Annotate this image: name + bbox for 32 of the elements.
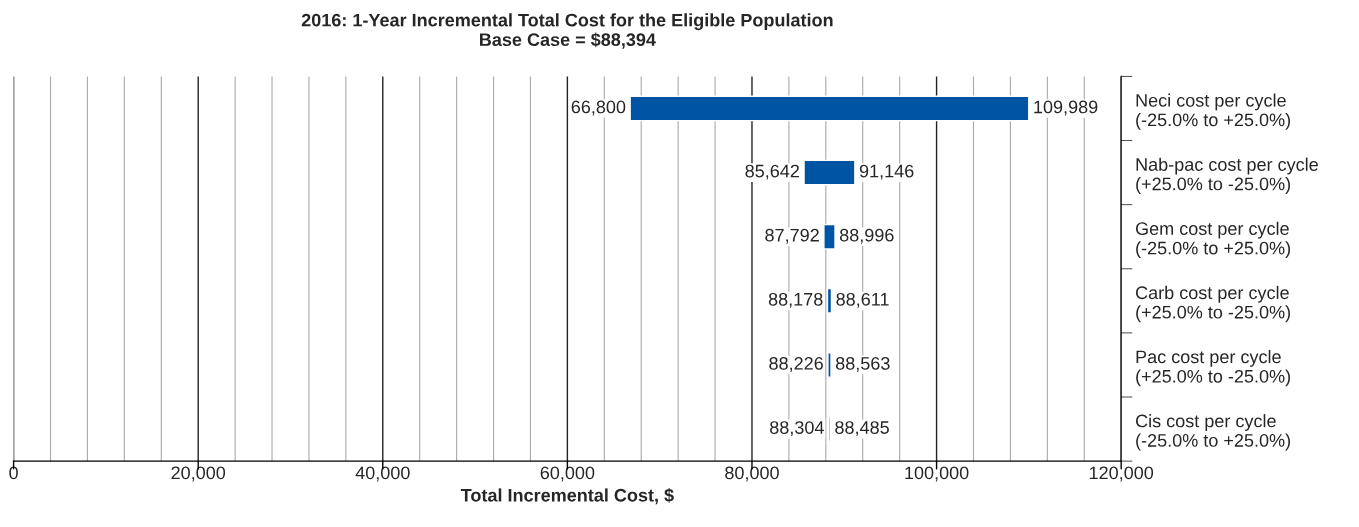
annotation: 88,485 xyxy=(835,421,889,437)
y-tick-label: Gem cost per cycle (-25.0% to +25.0%) xyxy=(1135,221,1291,259)
annotation: 88,304 xyxy=(770,421,824,437)
annotation: 91,146 xyxy=(859,164,914,180)
annotation: 88,563 xyxy=(835,357,890,372)
y-tick-label: Cis cost per cycle (-25.0% to +25.0%) xyxy=(1135,414,1291,451)
bar xyxy=(629,95,1030,122)
annotation: 85,642 xyxy=(745,164,799,180)
x-tick-label: 60,000 xyxy=(540,466,595,482)
x-tick-label: 0 xyxy=(9,466,18,480)
annotation: 88,226 xyxy=(769,357,823,372)
bar xyxy=(827,352,832,378)
x-tick-label: 20,000 xyxy=(171,466,226,482)
annotation: 109,989 xyxy=(1034,100,1098,116)
y-tick-label: Pac cost per cycle (+25.0% to -25.0%) xyxy=(1136,349,1291,387)
x-tick-label: 120,000 xyxy=(1089,466,1154,482)
x-tick-label: 100,000 xyxy=(905,466,969,482)
bar xyxy=(826,287,833,314)
y-tick-label: Carb cost per cycle (+25.0% to -25.0%) xyxy=(1135,285,1291,323)
x-axis-title: Total Incremental Cost, $ xyxy=(460,488,674,505)
annotation: 88,178 xyxy=(768,292,823,308)
annotation: 88,996 xyxy=(839,228,894,244)
x-tick-label: 80,000 xyxy=(725,466,779,482)
annotation: 88,611 xyxy=(836,292,889,308)
y-tick-label: Nab-pac cost per cycle (+25.0% to -25.0%) xyxy=(1136,157,1318,194)
annotation: 66,800 xyxy=(571,100,626,116)
chart-title: 2016: 1-Year Incremental Total Cost for the Eligible Population Base Case = $88,394 xyxy=(301,13,833,49)
bar xyxy=(823,223,836,250)
annotation: 87,792 xyxy=(765,228,819,244)
bar xyxy=(803,159,856,186)
x-tick-label: 40,000 xyxy=(355,466,410,482)
y-tick-label: Neci cost per cycle (-25.0% to +25.0%) xyxy=(1136,93,1291,130)
